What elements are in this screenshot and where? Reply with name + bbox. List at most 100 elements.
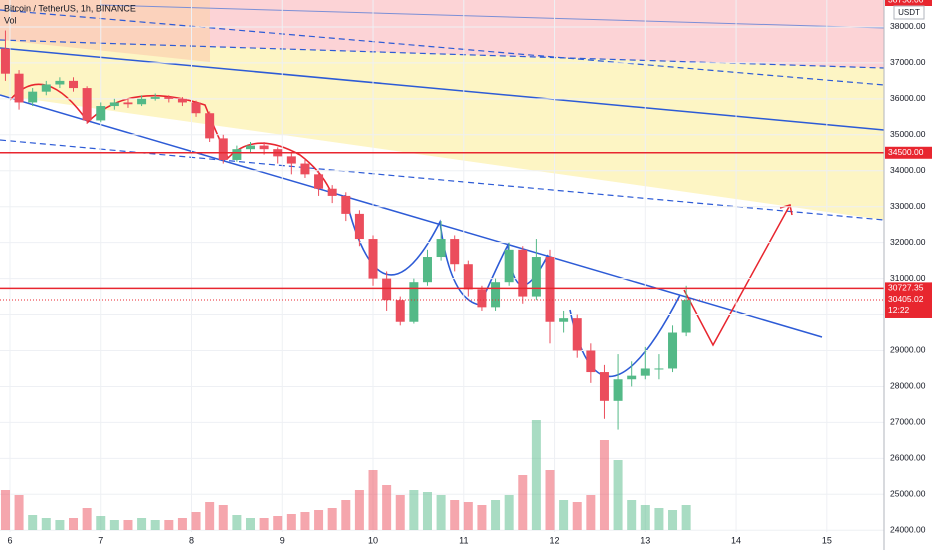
volume-bar bbox=[450, 500, 460, 530]
volume-bar bbox=[273, 516, 283, 530]
candle-body bbox=[314, 174, 324, 189]
volume-bar bbox=[123, 520, 133, 530]
x-tick-label: 9 bbox=[280, 535, 285, 545]
target-zone bbox=[0, 40, 884, 220]
volume-bar bbox=[259, 518, 269, 530]
volume-bar bbox=[164, 520, 174, 530]
currency-box[interactable] bbox=[893, 5, 925, 20]
candle-body bbox=[41, 84, 51, 92]
volume-bar bbox=[599, 440, 609, 530]
candle-body bbox=[327, 188, 337, 196]
candle-body bbox=[109, 102, 119, 107]
volume-bar bbox=[82, 508, 92, 530]
volume-bar bbox=[640, 505, 650, 530]
candle-body bbox=[137, 98, 147, 105]
volume-bar bbox=[55, 520, 65, 530]
price-label: 38750.00 bbox=[888, 0, 924, 4]
volume-bar bbox=[627, 500, 637, 530]
volume-bar bbox=[354, 490, 364, 530]
volume-bar bbox=[137, 518, 147, 530]
candle-body bbox=[436, 239, 446, 258]
candle-body bbox=[450, 239, 460, 265]
volume-bar bbox=[463, 502, 473, 530]
price-label-box bbox=[885, 293, 932, 318]
y-tick-label: 34000.00 bbox=[890, 165, 926, 175]
candle-body bbox=[395, 300, 405, 322]
candle-body bbox=[586, 350, 596, 373]
chart-title: Bitcoin / TetherUS, 1h, BINANCE bbox=[4, 3, 136, 13]
volume-bar bbox=[245, 518, 255, 530]
volume-bar bbox=[613, 460, 623, 530]
volume-bar bbox=[668, 510, 678, 530]
candle-body bbox=[28, 91, 38, 103]
volume-label: Vol bbox=[4, 15, 17, 25]
volume-bar bbox=[286, 514, 296, 530]
channel-dashed bbox=[0, 139, 885, 221]
y-tick-label: 31000.00 bbox=[890, 273, 926, 283]
volume-bar bbox=[232, 515, 242, 530]
price-label: 34500.00 bbox=[888, 147, 924, 157]
volume-bar bbox=[14, 495, 24, 530]
volume-bar bbox=[491, 500, 501, 530]
candle-body bbox=[599, 372, 609, 401]
candle-body bbox=[504, 249, 514, 283]
currency[interactable]: USDT bbox=[898, 8, 920, 17]
volume-bar bbox=[191, 512, 201, 530]
x-tick-label: 14 bbox=[731, 535, 741, 545]
drawings bbox=[0, 0, 885, 378]
price-axis bbox=[884, 0, 932, 550]
channel-mid bbox=[0, 47, 885, 131]
volume-bar bbox=[96, 516, 106, 530]
y-tick-label: 36000.00 bbox=[890, 93, 926, 103]
candle-body bbox=[96, 106, 106, 121]
candle-body bbox=[531, 257, 541, 297]
volume-bar bbox=[654, 508, 664, 530]
candle-body bbox=[14, 73, 24, 103]
volume-bar bbox=[150, 520, 160, 530]
y-tick-label: 27000.00 bbox=[890, 417, 926, 427]
candle-body bbox=[422, 257, 432, 283]
volume-bar bbox=[518, 475, 528, 530]
x-tick-label: 10 bbox=[368, 535, 378, 545]
y-tick-label: 26000.00 bbox=[890, 453, 926, 463]
price-label: 30727.35 bbox=[888, 283, 924, 293]
volume-bar bbox=[109, 520, 119, 530]
candle-body bbox=[341, 195, 351, 214]
y-tick-label: 38000.00 bbox=[890, 21, 926, 31]
x-tick-label: 13 bbox=[640, 535, 650, 545]
volume-bar bbox=[341, 500, 351, 530]
candle-body bbox=[477, 289, 487, 308]
candle-body bbox=[627, 375, 637, 380]
volume-bar bbox=[28, 515, 38, 530]
candle-body bbox=[463, 264, 473, 290]
y-tick-label: 25000.00 bbox=[890, 489, 926, 499]
volume-bar bbox=[559, 500, 569, 530]
candle-body bbox=[82, 88, 92, 121]
volume-bar bbox=[205, 502, 215, 530]
x-tick-label: 8 bbox=[189, 535, 194, 545]
forecast-path bbox=[683, 204, 791, 347]
candle-body bbox=[613, 379, 623, 401]
candle-body bbox=[150, 97, 160, 99]
candle-body bbox=[545, 257, 555, 322]
volume-bar bbox=[382, 485, 392, 530]
channel-dashed bbox=[0, 9, 885, 86]
price-label-box bbox=[885, 0, 932, 6]
volume-bar bbox=[681, 505, 691, 530]
candle-body bbox=[191, 102, 201, 114]
y-tick-label: 32000.00 bbox=[890, 237, 926, 247]
x-tick-label: 12 bbox=[550, 535, 560, 545]
candle-body bbox=[300, 163, 310, 175]
volume-bar bbox=[572, 502, 582, 530]
volume-bar bbox=[368, 470, 378, 530]
price-label-box bbox=[885, 146, 932, 159]
candle-body bbox=[69, 80, 79, 89]
y-tick-label: 37000.00 bbox=[890, 57, 926, 67]
candle-body bbox=[259, 145, 269, 150]
candle-body bbox=[368, 239, 378, 279]
channel-line bbox=[99, 4, 885, 29]
candle-body bbox=[177, 98, 187, 103]
price-label-box bbox=[885, 282, 932, 295]
volume-bar bbox=[586, 495, 596, 530]
cup-curve bbox=[344, 194, 681, 378]
